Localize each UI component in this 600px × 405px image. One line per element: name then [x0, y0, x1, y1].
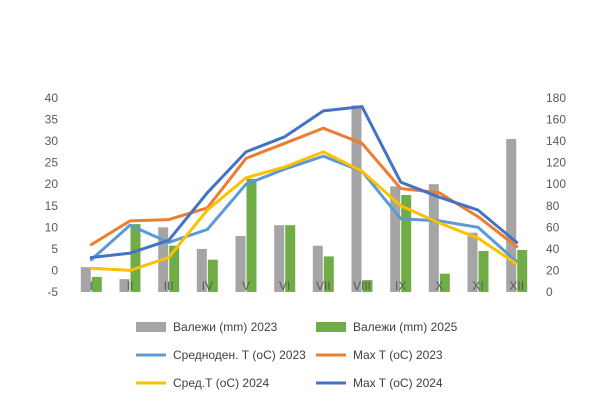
bar-viii-1 [351, 105, 362, 292]
x-tick-label-xii: XII [509, 279, 524, 293]
line-series-2 [89, 126, 519, 249]
legend-item-5: Сред.Т (оС) 2024 [136, 376, 269, 390]
x-tick-label-vii: VII [316, 279, 331, 293]
bar-xii-1 [506, 139, 517, 292]
y-right-tick-label: 180 [546, 91, 566, 105]
x-tick-label-v: V [242, 279, 250, 293]
legend-swatch-bar [136, 322, 166, 332]
bar-vii-1 [312, 245, 323, 292]
y-right-tick-label: 0 [546, 285, 553, 299]
y-right-tick-label: 40 [546, 242, 560, 256]
y-right-tick-label: 100 [546, 177, 566, 191]
line-series-3 [89, 150, 519, 272]
bar-v-1 [235, 236, 246, 292]
y-left-tick-label: 0 [51, 263, 58, 277]
lines-layer [89, 105, 519, 272]
legend-item-2: Валежи (mm) 2025 [316, 320, 458, 334]
x-tick-label-i: I [90, 279, 93, 293]
legend-label: Max T (оС) 2024 [353, 376, 443, 390]
bar-vii-2 [323, 256, 334, 292]
line-series-1 [89, 154, 519, 264]
bar-ii-1 [119, 279, 130, 292]
y-right-tick-label: 140 [546, 134, 566, 148]
x-tick-label-iv: IV [202, 279, 213, 293]
x-tick-label-vi: VI [279, 279, 290, 293]
bar-iii-2 [169, 245, 180, 292]
bar-v-2 [246, 178, 257, 292]
legend-item-6: Max T (оС) 2024 [316, 376, 443, 390]
legend-item-4: Max T (оС) 2023 [316, 348, 443, 362]
bar-viii-2 [362, 280, 373, 292]
legend-item-1: Валежи (mm) 2023 [136, 320, 278, 334]
y-right-tick-label: 160 [546, 113, 566, 127]
bar-xi-1 [467, 232, 478, 292]
bar-i-1 [80, 267, 91, 292]
y-left-tick-label: 5 [51, 242, 58, 256]
legend-swatch-bar [316, 322, 346, 332]
bar-ix-1 [390, 186, 401, 292]
y-left-tick-label: 35 [45, 113, 59, 127]
bar-vi-1 [274, 225, 285, 292]
bar-xii-2 [517, 250, 528, 292]
bar-vi-2 [285, 225, 296, 292]
legend-label: Max T (оС) 2023 [353, 348, 443, 362]
legend-label: Средноден. Т (оС) 2023 [173, 348, 306, 362]
y-right-tick-label: 120 [546, 156, 566, 170]
x-tick-label-viii: VIII [353, 279, 371, 293]
y-right-tick-label: 20 [546, 263, 560, 277]
bar-ii-2 [130, 224, 141, 292]
axis-layer: -5 0 5 10 15 20 25 30 35 40 0 20 40 60 80 100 120 140 160 1… [45, 91, 567, 299]
legend-label: Валежи (mm) 2025 [353, 320, 458, 334]
y-left-tick-label: 10 [45, 220, 59, 234]
legend: Валежи (mm) 2023 Валежи (mm) 2025 Средноде… [136, 320, 458, 390]
y-left-tick-label: 30 [45, 134, 59, 148]
legend-item-3: Средноден. Т (оС) 2023 [136, 348, 306, 362]
bar-series-2 [91, 178, 528, 292]
bar-xi-2 [478, 251, 489, 292]
y-left-tick-label: 40 [45, 91, 59, 105]
x-tick-label-iii: III [164, 279, 174, 293]
y-left-tick-label: 25 [45, 156, 59, 170]
bar-x-2 [439, 273, 450, 292]
x-tick-label-xi: XI [472, 279, 483, 293]
bar-i-2 [91, 276, 102, 292]
bar-iv-1 [196, 248, 207, 292]
legend-label: Сред.Т (оС) 2024 [173, 376, 269, 390]
bar-x-1 [428, 184, 439, 292]
y-left-tick-label: -5 [47, 285, 58, 299]
y-right-tick-label: 60 [546, 220, 560, 234]
bar-ix-2 [401, 195, 412, 292]
y-left-tick-label: 20 [45, 177, 59, 191]
legend-label: Валежи (mm) 2023 [173, 320, 278, 334]
x-tick-label-ii: II [127, 279, 134, 293]
x-tick-label-x: X [435, 279, 443, 293]
bar-iv-2 [207, 259, 218, 292]
x-tick-label-ix: IX [395, 279, 406, 293]
y-right-tick-label: 80 [546, 199, 560, 213]
y-left-tick-label: 15 [45, 199, 59, 213]
line-series-4 [89, 105, 519, 259]
